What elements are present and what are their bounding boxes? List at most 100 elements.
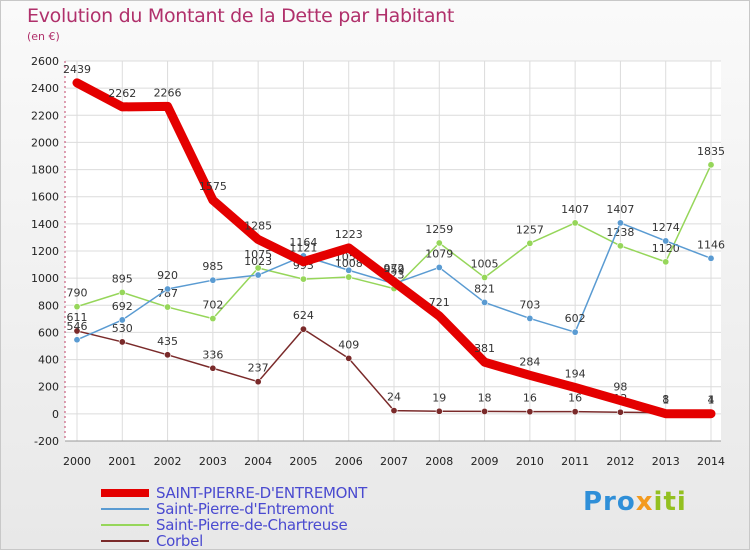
y-tick-label: 2200 — [31, 109, 59, 122]
data-label: 1008 — [335, 257, 363, 270]
data-point — [118, 338, 126, 346]
chart-title: Evolution du Montant de la Dette par Hab… — [27, 5, 455, 27]
y-tick-label: 1200 — [31, 245, 59, 258]
data-point — [73, 327, 81, 335]
data-point — [118, 316, 126, 324]
chart-legend: SAINT-PIERRE-D'ENTREMONT Saint-Pierre-d'… — [101, 484, 367, 550]
y-tick-label: 2400 — [31, 82, 59, 95]
logo-part: Pro — [583, 487, 636, 517]
data-label: 2439 — [63, 63, 91, 76]
legend-label: SAINT-PIERRE-D'ENTREMONT — [156, 484, 367, 502]
y-tick-label: 1600 — [31, 191, 59, 204]
data-label: 336 — [202, 348, 223, 361]
data-label: 1120 — [652, 242, 680, 255]
data-label: 435 — [157, 335, 178, 348]
data-label: 611 — [67, 311, 88, 324]
data-point — [254, 378, 262, 386]
data-label: 692 — [112, 300, 133, 313]
data-label: 1075 — [244, 248, 272, 261]
data-label: 98 — [613, 381, 627, 394]
y-tick-label: 1400 — [31, 218, 59, 231]
x-tick-label: 2002 — [154, 455, 182, 468]
y-tick-label: 1800 — [31, 164, 59, 177]
y-tick-label: 2000 — [31, 136, 59, 149]
x-tick-label: 2006 — [335, 455, 363, 468]
data-point — [435, 263, 443, 271]
data-point — [73, 303, 81, 311]
data-point — [707, 254, 715, 262]
data-point — [662, 237, 670, 245]
data-label: 1238 — [606, 226, 634, 239]
data-point — [481, 273, 489, 281]
x-tick-label: 2003 — [199, 455, 227, 468]
data-point — [481, 298, 489, 306]
data-point — [345, 266, 353, 274]
data-label: 1259 — [425, 223, 453, 236]
legend-swatch — [101, 489, 149, 497]
data-point — [526, 408, 534, 416]
data-label: 16 — [523, 392, 537, 405]
data-point — [616, 408, 624, 416]
data-label: 920 — [157, 269, 178, 282]
data-label: 1407 — [561, 203, 589, 216]
data-label: 721 — [429, 296, 450, 309]
data-label: 381 — [474, 342, 495, 355]
x-tick-label: 2009 — [471, 455, 499, 468]
data-label: 703 — [519, 298, 540, 311]
data-point — [435, 239, 443, 247]
legend-label: Saint-Pierre-d'Entremont — [156, 500, 334, 518]
data-point — [435, 407, 443, 415]
data-label: 1023 — [244, 255, 272, 268]
data-point — [254, 264, 262, 272]
legend-swatch — [101, 508, 149, 510]
x-tick-label: 2000 — [63, 455, 91, 468]
data-point — [661, 409, 670, 418]
y-tick-label: 600 — [38, 326, 59, 339]
data-point — [254, 271, 262, 279]
data-point — [163, 102, 172, 111]
data-label: 624 — [293, 309, 314, 322]
data-point — [209, 364, 217, 372]
data-point — [526, 314, 534, 322]
data-point — [164, 303, 172, 311]
data-label: 787 — [157, 287, 178, 300]
y-tick-label: 800 — [38, 299, 59, 312]
data-point — [525, 371, 534, 380]
logo-part: iti — [653, 487, 687, 517]
x-tick-label: 2014 — [697, 455, 725, 468]
data-label: 546 — [67, 320, 88, 333]
data-label: 985 — [202, 260, 223, 273]
data-label: 24 — [387, 391, 401, 404]
data-label: 2262 — [108, 87, 136, 100]
data-point — [662, 258, 670, 266]
legend-label: Saint-Pierre-de-Chartreuse — [156, 516, 348, 534]
data-point — [299, 275, 307, 283]
data-point — [164, 351, 172, 359]
y-tick-label: 400 — [38, 354, 59, 367]
data-label: 1285 — [244, 219, 272, 232]
data-point — [254, 235, 263, 244]
data-point — [616, 219, 624, 227]
data-point — [345, 354, 353, 362]
data-label: 1575 — [199, 180, 227, 193]
data-label: 972 — [384, 262, 405, 275]
data-point — [480, 358, 489, 367]
data-point — [435, 312, 444, 321]
data-label: 602 — [565, 312, 586, 325]
data-point — [571, 328, 579, 336]
data-label: 194 — [565, 368, 586, 381]
data-point — [616, 396, 625, 405]
data-point — [345, 273, 353, 281]
data-label: 1835 — [697, 145, 725, 158]
data-point — [526, 239, 534, 247]
data-label: 284 — [519, 355, 540, 368]
legend-item: SAINT-PIERRE-D'ENTREMONT — [101, 484, 367, 502]
data-label: 8 — [662, 393, 669, 406]
data-label: 530 — [112, 322, 133, 335]
data-point — [73, 336, 81, 344]
data-point — [164, 285, 172, 293]
data-point — [209, 315, 217, 323]
data-label: 702 — [202, 299, 223, 312]
